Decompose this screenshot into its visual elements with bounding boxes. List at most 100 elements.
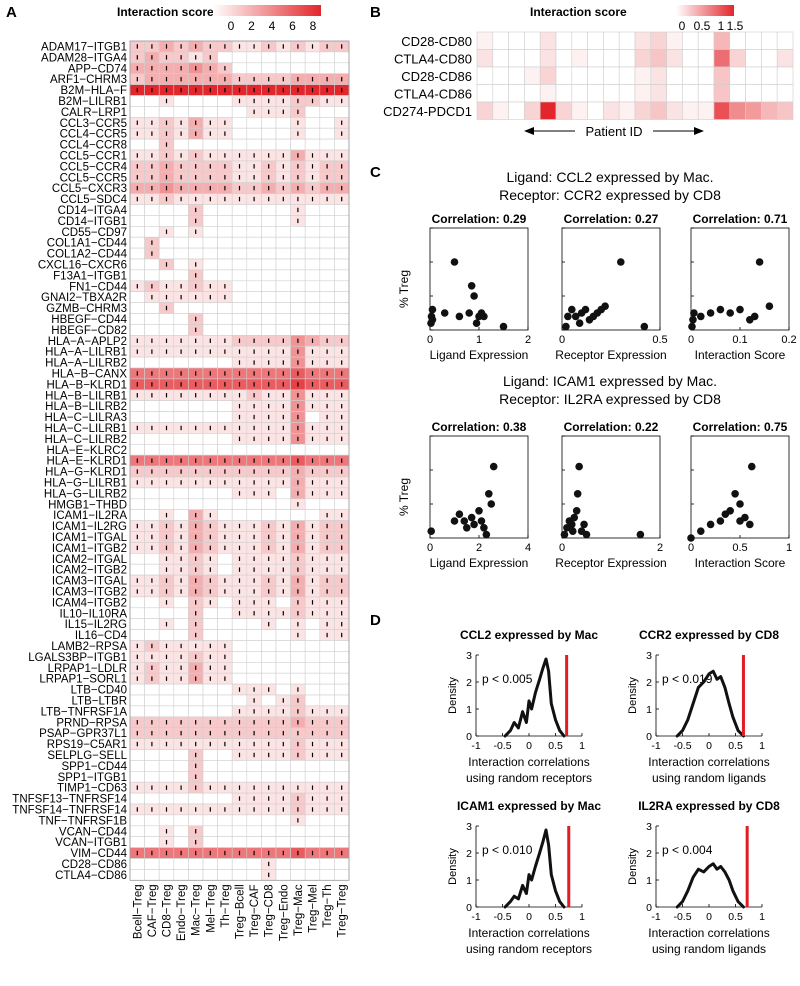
heatmap-cell bbox=[729, 66, 746, 85]
significance-mark bbox=[238, 360, 241, 365]
significance-mark bbox=[238, 414, 241, 420]
y-axis-label: % Treg bbox=[397, 270, 411, 308]
heatmap-column-label: Treg−Bcell bbox=[235, 884, 247, 939]
significance-mark bbox=[165, 665, 168, 670]
heatmap-cell bbox=[158, 433, 175, 445]
significance-mark bbox=[180, 665, 182, 670]
heatmap-cell bbox=[202, 792, 218, 805]
heatmap-cell bbox=[524, 84, 541, 103]
heatmap-cell bbox=[290, 661, 306, 674]
heatmap-column-label: Endo−Treg bbox=[176, 884, 188, 941]
significance-mark bbox=[326, 491, 328, 496]
significance-mark bbox=[268, 872, 270, 878]
significance-mark bbox=[341, 382, 343, 387]
heatmap-row-label: TNF−TNFRSF1B bbox=[39, 815, 128, 827]
significance-mark bbox=[165, 829, 168, 834]
significance-mark bbox=[268, 185, 270, 191]
heatmap-cell bbox=[304, 825, 321, 837]
heatmap-cell bbox=[304, 215, 321, 227]
significance-mark bbox=[195, 196, 197, 202]
heatmap-cell bbox=[776, 49, 794, 68]
heatmap-cell bbox=[188, 869, 204, 881]
significance-mark bbox=[224, 185, 226, 191]
significance-mark bbox=[209, 185, 211, 191]
heatmap-row-label: IL16−CD4 bbox=[75, 630, 128, 642]
heatmap-cell bbox=[319, 280, 335, 292]
significance-mark bbox=[180, 523, 182, 529]
scatter-point bbox=[475, 507, 483, 515]
significance-mark bbox=[136, 741, 138, 747]
heatmap-row-label: CD14−ITGB1 bbox=[58, 216, 127, 228]
significance-mark bbox=[297, 523, 299, 529]
significance-mark bbox=[165, 839, 168, 845]
significance-mark bbox=[268, 44, 270, 49]
significance-mark bbox=[253, 807, 255, 812]
heatmap-cell bbox=[173, 313, 189, 325]
heatmap-cell bbox=[158, 236, 175, 249]
significance-mark bbox=[151, 196, 153, 202]
significance-mark bbox=[311, 796, 314, 801]
significance-mark bbox=[326, 338, 328, 343]
scatter-point bbox=[427, 527, 436, 535]
heatmap-cell bbox=[231, 269, 248, 282]
significance-mark bbox=[297, 796, 299, 801]
heatmap-cell bbox=[261, 138, 277, 151]
heatmap-cell bbox=[129, 596, 145, 609]
heatmap-cell bbox=[682, 31, 699, 50]
heatmap-cell bbox=[202, 258, 218, 271]
significance-mark bbox=[311, 752, 314, 758]
heatmap-cell bbox=[261, 51, 277, 64]
significance-mark bbox=[165, 425, 168, 431]
heatmap-cell bbox=[129, 607, 145, 619]
significance-mark bbox=[151, 469, 153, 474]
significance-mark bbox=[151, 382, 153, 387]
heatmap-cell bbox=[129, 269, 145, 282]
heatmap-cell bbox=[217, 51, 233, 64]
heatmap-cell bbox=[587, 84, 604, 103]
significance-mark bbox=[268, 414, 270, 420]
significance-mark bbox=[326, 44, 328, 49]
heatmap-row-label: CD55−CD97 bbox=[61, 227, 127, 239]
heatmap-cell bbox=[217, 106, 233, 118]
significance-mark bbox=[136, 425, 138, 431]
heatmap-cell bbox=[144, 749, 160, 761]
x-tick-label: -0.5 bbox=[493, 740, 511, 752]
scatter-point bbox=[480, 524, 488, 532]
heatmap-cell bbox=[304, 760, 321, 772]
heatmap-cell bbox=[618, 84, 636, 103]
significance-mark bbox=[341, 164, 343, 169]
significance-mark bbox=[326, 469, 328, 474]
heatmap-cell bbox=[319, 825, 335, 837]
significance-mark bbox=[297, 741, 299, 747]
significance-mark bbox=[151, 185, 153, 191]
significance-mark bbox=[151, 44, 153, 49]
significance-mark bbox=[224, 654, 226, 660]
heatmap-cell bbox=[158, 814, 175, 827]
significance-mark bbox=[136, 371, 138, 376]
heatmap-cell bbox=[275, 51, 291, 64]
heatmap-cell bbox=[275, 215, 291, 227]
heatmap-cell bbox=[188, 683, 204, 696]
heatmap-cell bbox=[144, 792, 160, 805]
significance-mark bbox=[268, 480, 270, 485]
heatmap-cell bbox=[144, 498, 160, 510]
significance-mark bbox=[180, 850, 182, 856]
heatmap-cell bbox=[144, 705, 160, 718]
scatter-point bbox=[485, 490, 493, 498]
significance-mark bbox=[238, 425, 241, 431]
significance-mark bbox=[165, 458, 168, 463]
heatmap-cell bbox=[697, 49, 715, 68]
heatmap-row-label: CCL5−CCR5 bbox=[60, 172, 127, 184]
significance-mark bbox=[253, 436, 255, 442]
significance-mark bbox=[224, 850, 226, 856]
significance-mark bbox=[341, 185, 343, 191]
significance-mark bbox=[165, 545, 168, 551]
heatmap-cell bbox=[158, 313, 175, 325]
heatmap-cell bbox=[261, 629, 277, 641]
significance-mark bbox=[209, 458, 211, 463]
significance-mark bbox=[311, 730, 314, 736]
heatmap-cell bbox=[231, 858, 248, 870]
significance-mark bbox=[195, 316, 197, 322]
heatmap-cell bbox=[492, 101, 509, 120]
